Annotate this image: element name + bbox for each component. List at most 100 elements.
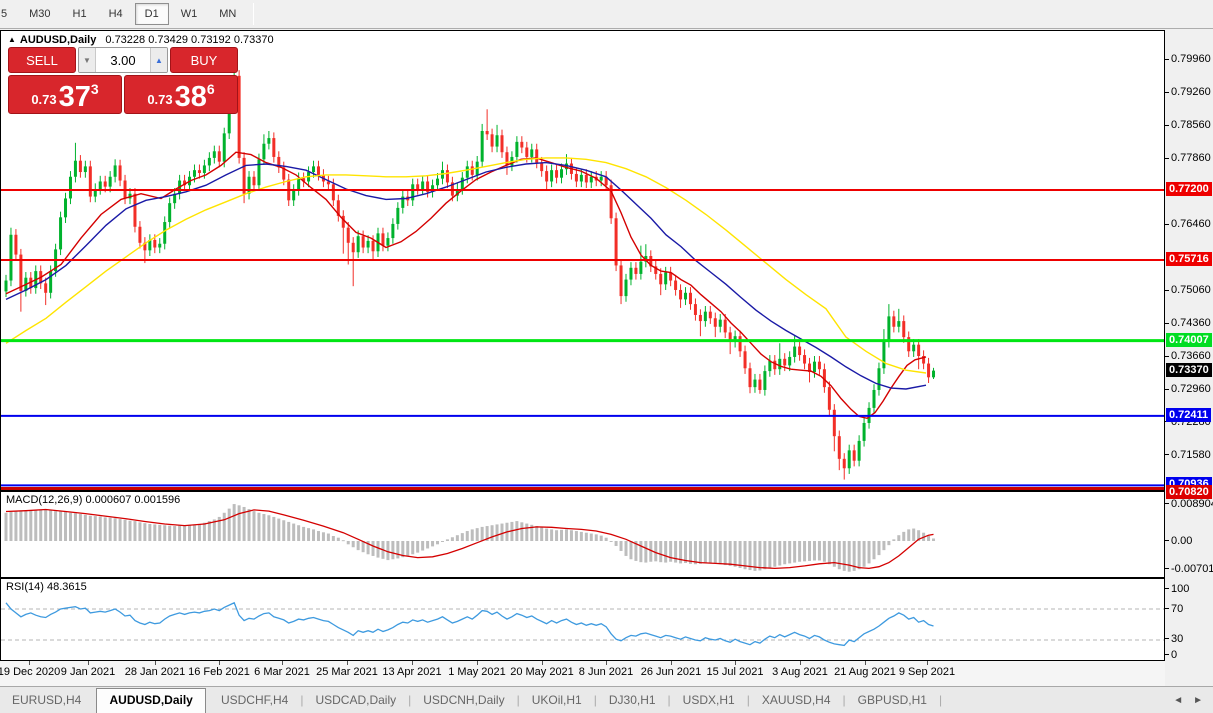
- timeframe-button-mn[interactable]: MN: [219, 8, 237, 20]
- tab-usdx-h1[interactable]: USDX,H1: [682, 693, 735, 707]
- date-tick: [29, 661, 30, 665]
- tab-usdchf-h4[interactable]: USDCHF,H4: [220, 693, 289, 707]
- date-label: 1 May 2021: [448, 666, 506, 678]
- date-axis[interactable]: 19 Dec 2020 9 Jan 2021 28 Jan 2021 16 Feb 2…: [0, 661, 1165, 686]
- sell-price-prefix: 0.73: [31, 92, 57, 107]
- date-tick: [88, 661, 89, 665]
- date-tick: [219, 661, 220, 665]
- rsi-label: RSI(14) 48.3615: [6, 581, 87, 593]
- buy-price-prefix: 0.73: [147, 92, 173, 107]
- symbol-tabbar: EURUSD,H4 | AUDUSD,Daily | USDCHF,H4 | USDCAD,…: [0, 686, 1213, 713]
- date-tick: [542, 661, 543, 665]
- tab-separator: |: [938, 693, 943, 707]
- timeframe-button-h1[interactable]: H1: [72, 8, 87, 20]
- timeframe-button-m30[interactable]: M30: [29, 8, 51, 20]
- date-tick: [735, 661, 736, 665]
- date-label: 25 Mar 2021: [316, 666, 378, 678]
- tab-audusd-daily[interactable]: AUDUSD,Daily: [96, 688, 206, 713]
- volume-decrease-icon[interactable]: ▼: [79, 48, 96, 72]
- rsi-scale-tick: 70: [1165, 602, 1183, 615]
- timeframe-toolbar: 5 M30 H1 H4 D1 W1 MN: [0, 0, 1213, 29]
- price-tick: 0.79260: [1165, 86, 1211, 99]
- ma-mid-blue: [5, 161, 927, 390]
- sell-button[interactable]: SELL: [8, 47, 76, 73]
- collapse-icon[interactable]: ▲: [8, 35, 16, 44]
- date-label: 16 Feb 2021: [188, 666, 250, 678]
- timeframe-button-h4[interactable]: H4: [108, 8, 123, 20]
- date-label: 13 Apr 2021: [382, 666, 442, 678]
- tab-nav: ◄ ►: [1173, 695, 1213, 713]
- date-label: 20 May 2021: [510, 666, 574, 678]
- tabs-scroll-right-icon[interactable]: ►: [1193, 695, 1203, 706]
- tabs-scroll-left-icon[interactable]: ◄: [1173, 695, 1184, 706]
- macd-pane: [0, 491, 1165, 578]
- macd-scale-tick: -0.007013: [1165, 562, 1213, 575]
- date-label: 15 Jul 2021: [706, 666, 764, 678]
- timeframe-button-w1[interactable]: W1: [180, 8, 198, 20]
- date-tick: [412, 661, 413, 665]
- tab-separator: |: [667, 693, 671, 707]
- tab-eurusd-h4[interactable]: EURUSD,H4: [12, 693, 82, 707]
- chart-title: AUDUSD,Daily: [19, 34, 97, 46]
- price-tick: 0.76460: [1165, 218, 1211, 231]
- tab-ukoil-h1[interactable]: UKOil,H1: [531, 693, 582, 707]
- macd-label: MACD(12,26,9) 0.000607 0.001596: [6, 494, 181, 506]
- chart-header: ▲ AUDUSD,Daily 0.73228 0.73429 0.73192 0.…: [8, 34, 274, 46]
- price-badge-0.77200: 0.77200: [1166, 181, 1212, 196]
- price-tick: 0.75060: [1165, 284, 1211, 297]
- date-tick: [347, 661, 348, 665]
- timeframe-button-5[interactable]: 5: [1, 8, 8, 20]
- tab-separator: |: [842, 693, 846, 707]
- toolbar-separator: [253, 3, 255, 25]
- macd-scale-tick: 0.008904: [1165, 497, 1213, 510]
- sell-price-pip: 3: [90, 81, 99, 97]
- price-tick: 0.79960: [1165, 53, 1211, 66]
- candlestick-chart: [1, 60, 1164, 490]
- buy-price-main: 38: [174, 81, 207, 113]
- price-tick: 0.71580: [1165, 448, 1211, 461]
- tab-dj30-h1[interactable]: DJ30,H1: [608, 693, 656, 707]
- date-label: 19 Dec 2020: [0, 666, 61, 678]
- date-label: 9 Sep 2021: [898, 666, 956, 678]
- date-label: 28 Jan 2021: [124, 666, 186, 678]
- date-tick: [282, 661, 283, 665]
- timeframe-button-d1[interactable]: D1: [134, 3, 169, 25]
- timeframe-buttons: 5 M30 H1 H4 D1 W1 MN: [0, 3, 247, 25]
- tab-xauusd-h4[interactable]: XAUUSD,H4: [761, 693, 831, 707]
- price-tick: 0.73660: [1165, 350, 1211, 363]
- tab-separator: |: [408, 693, 412, 707]
- volume-stepper: ▼ 3.00 ▲: [78, 47, 168, 73]
- chart-ohlc-values: 0.73228 0.73429 0.73192 0.73370: [105, 34, 274, 46]
- price-tick: 0.77860: [1165, 152, 1211, 165]
- tab-usdcnh-daily[interactable]: USDCNH,Daily: [423, 693, 505, 707]
- date-tick: [155, 661, 156, 665]
- price-badge-0.73370: 0.73370: [1166, 362, 1212, 377]
- date-label: 21 Aug 2021: [834, 666, 896, 678]
- tab-separator: |: [300, 693, 304, 707]
- rsi-scale-tick: 100: [1165, 582, 1189, 595]
- volume-increase-icon[interactable]: ▲: [150, 48, 167, 72]
- date-label: 8 Jun 2021: [578, 666, 634, 678]
- rsi-chart: [1, 601, 1164, 647]
- tab-separator: |: [746, 693, 750, 707]
- rsi-pane: [0, 578, 1165, 661]
- date-tick: [477, 661, 478, 665]
- price-badge-0.74007: 0.74007: [1166, 332, 1212, 347]
- date-tick: [865, 661, 866, 665]
- tab-separator: |: [516, 693, 520, 707]
- buy-quote-button[interactable]: 0.73 38 6: [124, 75, 238, 114]
- tab-usdcad-daily[interactable]: USDCAD,Daily: [315, 693, 397, 707]
- date-label: 3 Aug 2021: [772, 666, 828, 678]
- rsi-scale-tick: 30: [1165, 632, 1183, 645]
- price-badge-0.72411: 0.72411: [1166, 407, 1212, 422]
- tab-gbpusd-h1[interactable]: GBPUSD,H1: [857, 693, 927, 707]
- sell-quote-button[interactable]: 0.73 37 3: [8, 75, 122, 114]
- volume-value[interactable]: 3.00: [110, 52, 136, 68]
- ma-slow-yellow: [5, 157, 927, 374]
- buy-button[interactable]: BUY: [170, 47, 238, 73]
- price-badge-0.70820: 0.70820: [1166, 485, 1212, 499]
- price-tick: 0.72960: [1165, 383, 1211, 396]
- date-tick: [927, 661, 928, 665]
- date-label: 6 Mar 2021: [254, 666, 310, 678]
